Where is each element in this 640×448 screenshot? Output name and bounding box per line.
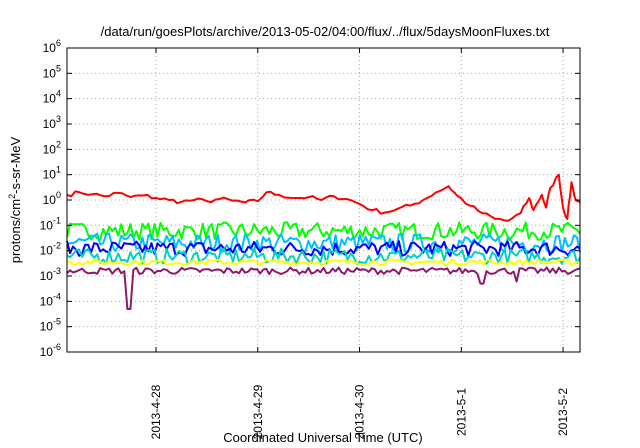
y-tick-label: 102 xyxy=(43,139,61,156)
y-tick-label: 100 xyxy=(43,190,61,207)
y-tick-label: 106 xyxy=(43,38,61,55)
y-tick-label: 10-6 xyxy=(40,342,61,359)
series-line xyxy=(66,232,581,254)
x-axis: 2013-4-28 2013-4-29 2013-4-30 2013-5-1 2013-… xyxy=(149,48,570,439)
x-tick-label: 2013-4-28 xyxy=(149,384,163,439)
series-line xyxy=(66,258,581,267)
y-tick-label: 105 xyxy=(43,63,61,80)
series-layer xyxy=(66,173,581,310)
y-tick-label: 10-2 xyxy=(40,241,61,258)
x-axis-label: Coordinated Universal Time (UTC) xyxy=(223,430,422,445)
y-axis-label: protons/cm2-s-sr-MeV xyxy=(7,136,23,263)
chart-title: /data/run/goesPlots/archive/2013-05-02/0… xyxy=(101,24,550,39)
series-line xyxy=(66,266,581,310)
x-tick-label: 2013-5-2 xyxy=(556,388,570,436)
y-tick-label: 104 xyxy=(43,89,61,106)
series-line xyxy=(66,173,581,222)
series-line xyxy=(66,247,581,265)
y-tick-label: 10-1 xyxy=(40,215,61,232)
grid xyxy=(67,48,580,352)
y-tick-label: 103 xyxy=(43,114,61,131)
y-tick-label: 10-5 xyxy=(40,317,61,334)
x-tick-label: 2013-4-29 xyxy=(251,384,265,439)
series-line xyxy=(66,221,581,241)
y-tick-label: 101 xyxy=(43,165,61,182)
series-line xyxy=(66,240,581,257)
x-tick-label: 2013-5-1 xyxy=(454,388,468,436)
y-tick-label: 10-4 xyxy=(40,291,61,308)
y-tick-label: 10-3 xyxy=(40,266,61,283)
x-tick-label: 2013-4-30 xyxy=(353,384,367,439)
y-axis: 10-6 10-5 10-4 10-3 10-2 10-1 100 101 102 103 104 1… xyxy=(40,38,580,359)
